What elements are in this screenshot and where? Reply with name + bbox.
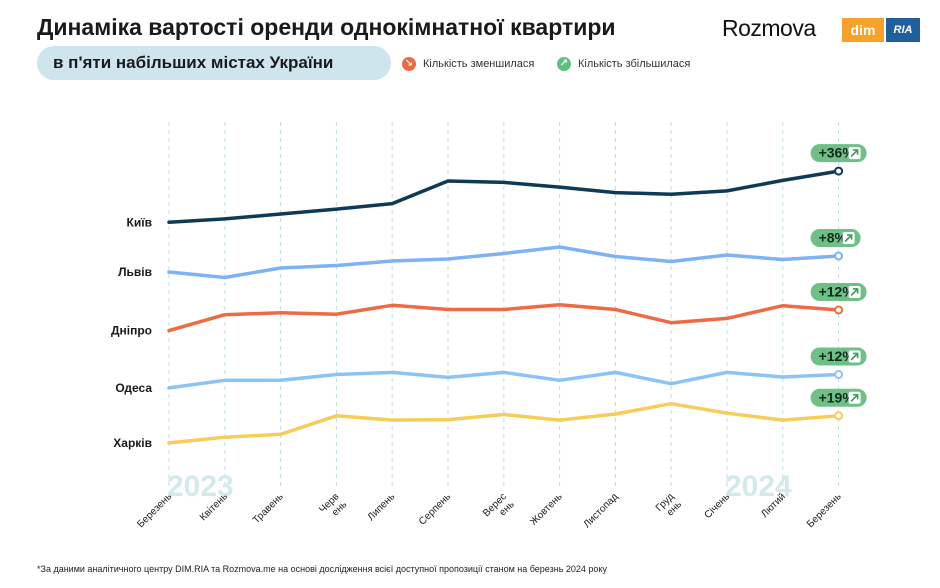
month-label: Червень <box>317 491 349 523</box>
rozmova-logo: Rozmova <box>722 15 816 41</box>
city-label: Харків <box>113 436 152 450</box>
month-label: Травень <box>251 491 286 526</box>
city-labels: Київ Львів Дніпро Одеса Харків <box>111 215 152 450</box>
change-badge: +19% <box>810 388 867 407</box>
month-label-line: Серпень <box>417 491 453 527</box>
series-line <box>167 370 841 390</box>
series-end-marker <box>834 251 844 261</box>
series-end-marker <box>834 166 844 176</box>
change-value: +12% <box>819 348 856 364</box>
change-badge: +12% <box>810 347 867 366</box>
series-lines <box>167 169 841 445</box>
month-label: Жовтень <box>528 491 564 527</box>
change-value: +8% <box>819 230 848 246</box>
change-badge: +8% <box>810 229 861 247</box>
city-label: Одеса <box>115 381 152 395</box>
series-end-marker <box>834 411 844 421</box>
arrow-up-right-glyph <box>850 352 859 361</box>
month-label: Листопад <box>582 491 621 530</box>
series-line <box>167 169 841 225</box>
arrow-up-right-glyph <box>850 288 859 296</box>
year-labels: 2023 2024 <box>167 470 792 503</box>
series-end-marker <box>834 305 844 315</box>
series-markers: +36% +8% +12% +12% +19% <box>810 144 867 421</box>
arrow-up-right-icon: ↗ <box>557 57 571 71</box>
arrow-down-right-icon: ↘ <box>402 57 416 71</box>
arrow-up-right-glyph <box>844 234 853 242</box>
month-label: Березень <box>135 491 174 530</box>
change-badge: +36% <box>810 144 867 163</box>
month-label-line: Листопад <box>582 491 621 530</box>
change-value: +19% <box>819 389 856 405</box>
chart-subtitle: в п'яти набільших містах України <box>37 46 391 80</box>
legend-item-increased: ↗ Кількість збільшилася <box>557 57 690 71</box>
legend-label-decreased: Кількість зменшилася <box>423 58 535 70</box>
legend-item-decreased: ↘ Кількість зменшилася <box>402 57 534 71</box>
month-label: Липень <box>366 491 398 523</box>
line-chart: 2023 2024 +36% +8% +12% +12% +19% Київ Львів Дн… <box>111 122 867 530</box>
month-label-line: Жовтень <box>528 491 564 527</box>
change-value: +36% <box>819 145 856 161</box>
series-line <box>167 303 841 333</box>
city-label: Дніпро <box>111 324 152 338</box>
series-line <box>167 245 841 280</box>
legend-label-increased: Кількість збільшилася <box>578 58 691 70</box>
ria-logo: RIA <box>886 18 920 42</box>
month-label-line: Березень <box>805 491 844 530</box>
year-label: 2024 <box>725 470 792 503</box>
month-label: Грудень <box>654 491 684 521</box>
month-label-line: Травень <box>251 491 286 526</box>
year-label: 2023 <box>167 470 234 503</box>
arrow-up-right-glyph <box>850 393 859 402</box>
dim-logo: dim <box>842 18 884 42</box>
series-line <box>167 401 841 445</box>
month-label-line: Березень <box>135 491 174 530</box>
chart-title: Динаміка вартості оренди однокімнатної к… <box>37 14 616 40</box>
month-label-line: Січень <box>702 491 732 521</box>
month-label: Січень <box>702 491 732 521</box>
month-label: Вересень <box>481 491 517 527</box>
month-label: Березень <box>805 491 844 530</box>
series-end-marker <box>834 369 844 379</box>
city-label: Київ <box>127 215 152 229</box>
footnote: *За даними аналітичного центру DIM.RIA т… <box>37 564 607 574</box>
month-label: Серпень <box>417 491 453 527</box>
city-label: Львів <box>118 265 152 279</box>
change-value: +12% <box>819 283 856 299</box>
month-label-line: Липень <box>366 491 398 523</box>
arrow-up-right-glyph <box>850 149 859 157</box>
change-badge: +12% <box>810 282 867 301</box>
